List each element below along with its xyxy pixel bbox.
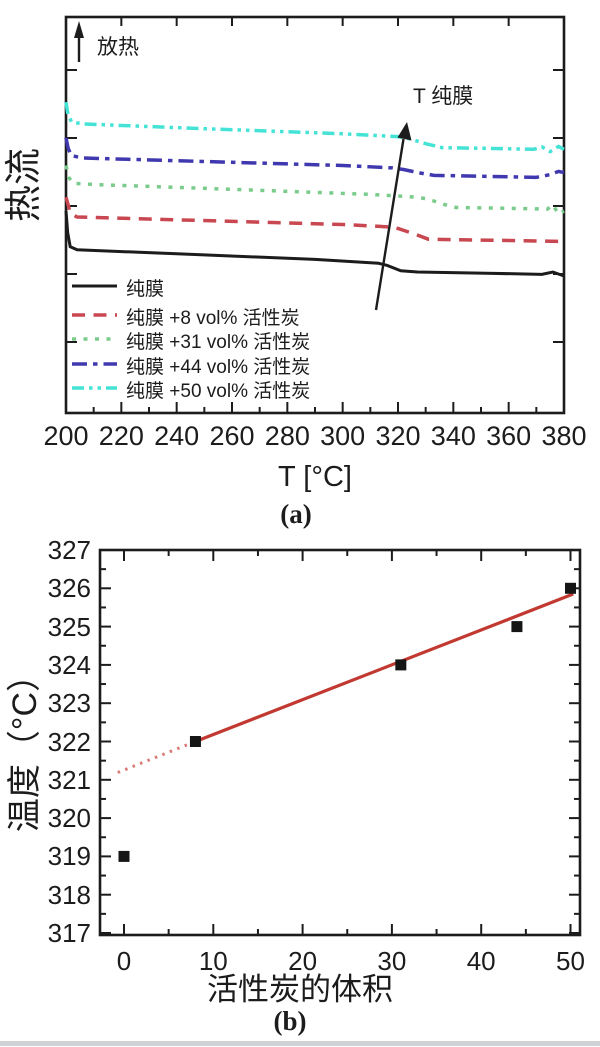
a-x-tick-label: 360: [486, 421, 532, 451]
a-x-tick-label: 280: [264, 421, 310, 451]
a-x-tick-label: 240: [154, 421, 200, 451]
b-x-tick-label: 10: [198, 946, 228, 976]
b-y-tick-label: 321: [47, 764, 91, 795]
b-x-tick-label: 30: [377, 946, 407, 976]
legend-label: 纯膜 +50 vol% 活性炭: [126, 381, 311, 402]
a-x-axis-label: T [°C]: [278, 461, 352, 493]
a-y-axis-label: 热流: [3, 148, 44, 222]
b-fit-line-dotted: [117, 740, 196, 774]
legend-label: 纯膜 +8 vol% 活性炭: [126, 308, 300, 329]
a-curve-solid: [64, 210, 565, 278]
b-data-point: [118, 850, 130, 862]
b-y-tick-label: 322: [47, 726, 91, 757]
a-x-tick-label: 260: [209, 421, 255, 451]
a-x-tick-label: 300: [320, 421, 366, 451]
b-y-tick-label: 317: [47, 918, 91, 948]
a-x-tick-label: 200: [43, 421, 89, 451]
a-caption: (a): [280, 499, 312, 529]
a-x-tick-label: 220: [98, 421, 144, 451]
b-y-tick-label: 326: [47, 573, 91, 604]
a-x-tick-label: 320: [375, 421, 421, 451]
b-x-tick-label: 0: [116, 946, 132, 976]
b-plot-border: [98, 548, 582, 937]
a-exothermic-annotation: 放热: [97, 36, 139, 59]
b-y-tick-label: 319: [47, 841, 91, 872]
b-y-tick-label: 323: [47, 688, 91, 719]
page-divider: [0, 1041, 600, 1046]
b-y-tick-label: 318: [47, 879, 91, 910]
b-x-axis-label: 活性炭的体积: [207, 972, 393, 1007]
b-fit-line-solid: [194, 592, 574, 743]
a-curve-dashed: [64, 196, 565, 244]
a-curve-dotted: [64, 165, 565, 217]
legend-label: 纯膜 +44 vol% 活性炭: [126, 357, 311, 378]
legend-label: 纯膜: [126, 279, 165, 300]
b-y-tick-label: 324: [47, 649, 91, 680]
a-curve-dash-dot: [64, 137, 565, 180]
b-data-point: [189, 736, 201, 747]
a-x-tick-label: 380: [541, 421, 587, 451]
b-caption: (b): [273, 1006, 307, 1036]
a-curve-dash-dot-dot: [64, 101, 565, 154]
b-data-point: [565, 582, 576, 594]
b-x-tick-label: 20: [288, 946, 318, 976]
b-x-tick-label: 40: [466, 946, 496, 976]
a-transition-arrow-head: [397, 122, 412, 141]
a-transition-annotation: T 纯膜: [413, 85, 474, 108]
b-data-point: [511, 621, 523, 633]
b-y-tick-label: 320: [47, 803, 91, 834]
b-data-point: [395, 659, 407, 671]
b-y-tick-label: 325: [47, 611, 91, 642]
a-transition-arrow-shaft: [374, 138, 405, 311]
legend-label: 纯膜 +31 vol% 活性炭: [126, 332, 311, 353]
a-x-tick-label: 340: [430, 421, 476, 451]
b-x-tick-label: 50: [556, 946, 585, 976]
a-exo-arrow-head: [74, 21, 84, 38]
b-y-tick-label: 327: [47, 535, 91, 565]
